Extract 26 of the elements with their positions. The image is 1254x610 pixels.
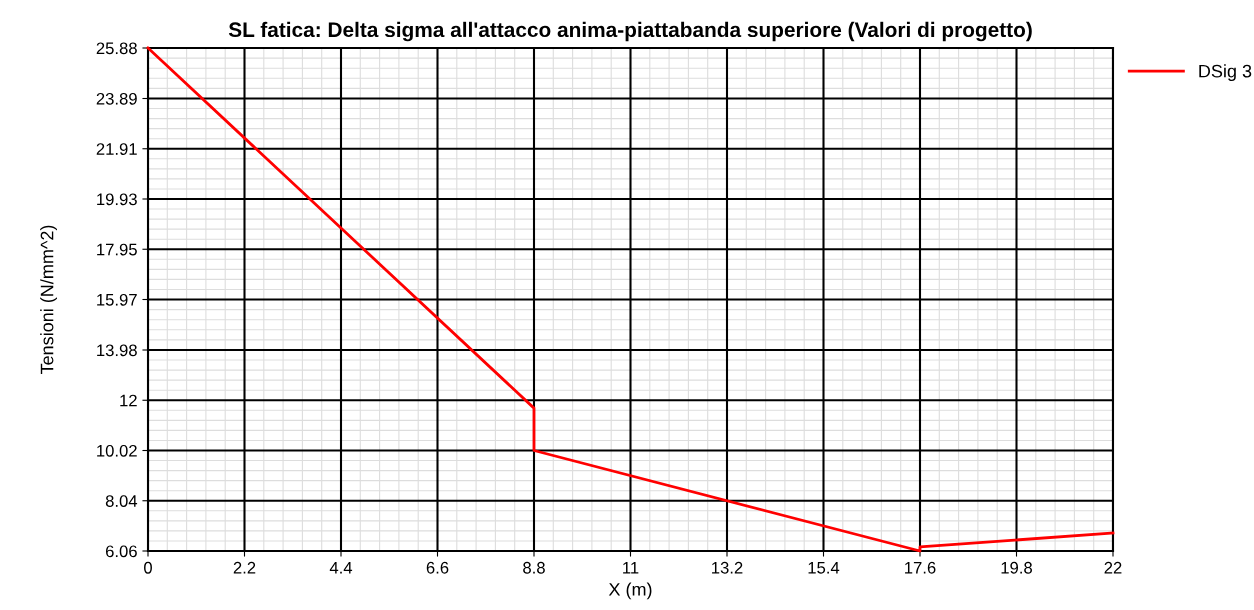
y-tick-label: 8.04 [105, 495, 138, 507]
y-tick-label: 17.95 [97, 243, 137, 256]
x-tick-label: 22 [1104, 561, 1122, 574]
x-tick-label: 0 [144, 561, 152, 574]
x-axis-title: X (m) [608, 582, 652, 600]
y-tick-label: 25.88 [96, 42, 137, 55]
y-tick-label: 6.06 [105, 545, 137, 558]
legend-label: DSig 3 [1199, 64, 1252, 82]
x-tick-label: 17.6 [905, 561, 936, 574]
x-tick-label: 19.8 [1001, 561, 1032, 574]
y-tick-label: 12 [120, 394, 137, 407]
chart-title: SL fatica: Delta sigma all'attacco anima-piattabanda superiore (Valori di progetto) [228, 21, 1032, 42]
x-tick-label: 13.2 [712, 561, 743, 574]
x-tick-label: 4.4 [329, 562, 353, 574]
x-tick-label: 6.6 [426, 561, 449, 574]
x-tick-label: 11 [623, 562, 639, 574]
y-axis-title: Tensioni (N/mm^2) [40, 225, 57, 375]
y-tick-label: 19.93 [97, 193, 137, 206]
x-tick-label: 8.8 [523, 561, 545, 574]
y-tick-label: 10.02 [97, 444, 137, 457]
y-tick-label: 13.98 [97, 344, 137, 357]
y-tick-label: 23.89 [96, 92, 137, 105]
y-tick-label: 21.91 [96, 143, 137, 155]
x-tick-label: 15.4 [808, 562, 840, 574]
y-tick-label: 15.97 [97, 293, 137, 306]
x-tick-label: 2.2 [233, 561, 256, 574]
